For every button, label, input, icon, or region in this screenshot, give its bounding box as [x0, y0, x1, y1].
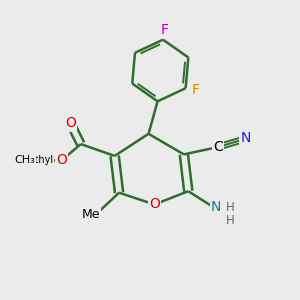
Text: N: N	[211, 200, 221, 214]
Text: N: N	[241, 131, 251, 145]
Text: F: F	[160, 23, 169, 37]
Text: F: F	[192, 83, 200, 97]
Text: methyl: methyl	[20, 155, 54, 165]
Text: O: O	[56, 153, 67, 167]
Text: C: C	[213, 140, 223, 154]
Text: H: H	[226, 214, 234, 226]
Text: Me: Me	[82, 208, 100, 221]
Text: H: H	[226, 201, 234, 214]
Text: O: O	[65, 116, 76, 130]
Text: O: O	[149, 197, 160, 212]
Text: CH₃: CH₃	[14, 155, 35, 165]
